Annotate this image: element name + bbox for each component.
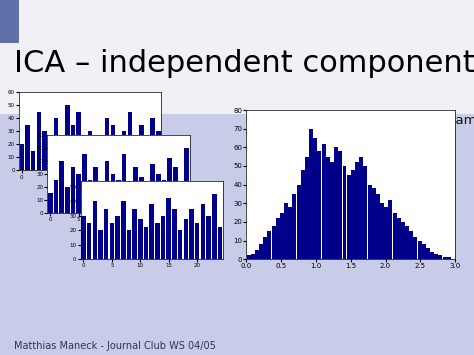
Bar (54, 118, 58, 170)
Bar (212, 194, 217, 259)
Bar (110, 174, 115, 213)
Bar (150, 164, 155, 213)
Bar (172, 208, 177, 259)
Bar (409, 231, 413, 259)
Bar (76, 174, 81, 213)
Bar (292, 194, 296, 259)
Bar (122, 131, 127, 170)
Bar (149, 204, 154, 259)
Bar (133, 138, 138, 170)
Bar (128, 187, 132, 213)
FancyBboxPatch shape (0, 0, 474, 114)
FancyBboxPatch shape (0, 0, 19, 43)
Bar (42, 131, 47, 170)
Bar (87, 223, 91, 259)
Bar (19, 144, 24, 170)
Bar (110, 125, 115, 170)
Bar (105, 118, 109, 170)
Bar (405, 226, 409, 259)
Bar (59, 161, 64, 213)
Bar (206, 216, 211, 259)
Bar (195, 223, 200, 259)
Bar (122, 154, 127, 213)
Bar (82, 154, 87, 213)
Bar (201, 204, 205, 259)
Bar (115, 216, 120, 259)
Bar (93, 168, 98, 213)
Bar (434, 253, 438, 259)
Bar (246, 255, 251, 259)
Bar (183, 219, 188, 259)
Text: ICA – independent component analysis: ICA – independent component analysis (14, 49, 474, 78)
Bar (36, 112, 41, 170)
Bar (116, 180, 121, 213)
Bar (88, 180, 92, 213)
Bar (139, 176, 144, 213)
Bar (82, 144, 87, 170)
Bar (167, 158, 172, 213)
Bar (447, 257, 451, 259)
Bar (54, 180, 58, 213)
Bar (326, 157, 330, 259)
Bar (139, 125, 144, 170)
Bar (92, 201, 97, 259)
Bar (334, 147, 338, 259)
Bar (99, 138, 104, 170)
Bar (284, 203, 288, 259)
Bar (65, 187, 70, 213)
Bar (128, 112, 132, 170)
Bar (372, 188, 376, 259)
Bar (305, 157, 309, 259)
Bar (104, 208, 109, 259)
Bar (388, 200, 392, 259)
Bar (178, 230, 182, 259)
Bar (259, 244, 263, 259)
Bar (367, 185, 372, 259)
Bar (301, 170, 305, 259)
Bar (145, 184, 149, 213)
Bar (81, 216, 86, 259)
Bar (364, 166, 367, 259)
Bar (105, 161, 109, 213)
Bar (359, 157, 363, 259)
Bar (276, 218, 280, 259)
Bar (48, 193, 53, 213)
Bar (251, 253, 255, 259)
Bar (401, 222, 405, 259)
Bar (343, 166, 346, 259)
Bar (263, 237, 267, 259)
Bar (162, 180, 166, 213)
Bar (418, 241, 421, 259)
Bar (31, 151, 36, 170)
Bar (443, 257, 447, 259)
Bar (65, 105, 70, 170)
Bar (430, 252, 434, 259)
Bar (59, 144, 64, 170)
Bar (322, 144, 326, 259)
Bar (413, 237, 418, 259)
Bar (127, 230, 131, 259)
Bar (116, 144, 121, 170)
Text: Matthias Maneck - Journal Club WS 04/05: Matthias Maneck - Journal Club WS 04/05 (14, 341, 216, 351)
Bar (318, 151, 321, 259)
Bar (384, 207, 388, 259)
Bar (438, 255, 442, 259)
Bar (338, 151, 342, 259)
Bar (351, 170, 355, 259)
Bar (132, 208, 137, 259)
Bar (173, 168, 178, 213)
Bar (166, 198, 171, 259)
Bar (88, 131, 92, 170)
Bar (93, 151, 98, 170)
Bar (267, 231, 272, 259)
Bar (313, 138, 317, 259)
Bar (330, 162, 334, 259)
Text: The sum of distribution of the same
time is more Gaussian.: The sum of distribution of the same time… (246, 114, 474, 142)
Bar (255, 250, 259, 259)
Bar (133, 168, 138, 213)
Bar (71, 125, 75, 170)
Bar (138, 219, 143, 259)
Bar (280, 213, 284, 259)
Bar (99, 187, 104, 213)
